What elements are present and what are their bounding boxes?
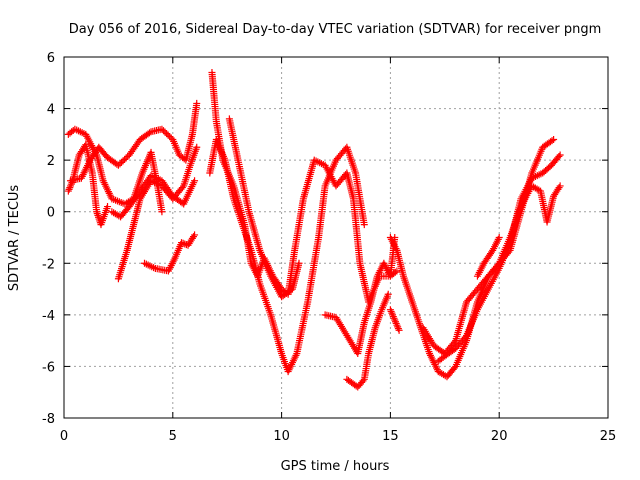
x-tick-label: 10 [273,429,290,444]
data-point [389,313,397,321]
data-point [114,161,122,169]
x-tick-label: 5 [169,429,177,444]
data-point [394,325,402,333]
data-point [193,143,201,151]
data-point [145,129,153,137]
data-point [548,137,556,145]
data-point [384,290,392,298]
y-tick-label: 2 [47,154,55,169]
data-point [119,157,127,165]
data-point [191,231,199,239]
series-arc-15 [434,151,564,365]
series-arc-8 [206,136,368,376]
data-point [158,208,166,216]
data-point [163,130,171,138]
data-point [179,239,187,247]
data-point [390,314,398,322]
data-point [116,160,124,168]
series-arc-11 [343,290,392,391]
y-tick-label: -6 [42,360,55,375]
data-point [158,125,166,133]
data-point [164,131,172,139]
y-tick-label: 4 [47,103,55,118]
series-arc-5 [108,172,199,221]
data-point [359,377,367,385]
data-point [391,318,399,326]
data-point [161,128,169,136]
data-point [387,307,395,315]
x-axis-label: GPS time / hours [281,459,390,474]
series-arc-16 [473,234,503,280]
data-point [461,333,469,341]
data-point [191,177,199,185]
data-point [121,155,129,163]
data-point [556,151,564,159]
series-arc-7 [208,68,401,306]
series-arc-3 [67,99,201,185]
data-point [64,187,72,195]
data-point [118,158,126,166]
y-tick-label: -2 [42,257,55,272]
data-point [391,316,399,324]
y-axis-label: SDTVAR / TECUs [7,185,22,292]
data-point [104,203,112,211]
data-point [388,309,396,317]
grid [64,57,608,418]
data-point [122,154,130,162]
axis-ticks: 0 5 10 15 20 25 -8 -6 -4 -2 0 2 4 6 [42,51,616,444]
plot-area [64,68,564,391]
data-point [166,133,174,141]
data-point [159,127,167,135]
data-point [295,259,303,267]
data-point [360,221,368,229]
data-point [393,267,401,275]
series-arc-6 [141,231,199,275]
data-point [393,321,401,329]
data-point [550,136,558,144]
y-tick-label: 0 [47,206,55,221]
x-tick-label: 20 [491,429,508,444]
data-point [392,319,400,327]
series-arc-4 [114,143,201,283]
plot-border [63,56,609,419]
data-point [386,306,394,314]
x-tick-label: 15 [382,429,399,444]
data-point [555,184,563,192]
y-tick-label: -4 [42,309,55,324]
data-point [395,326,403,334]
data-point [65,185,73,193]
data-point [394,323,402,331]
data-point [178,239,186,247]
series-arc-13 [386,306,403,334]
chart-title: Day 056 of 2016, Sidereal Day-to-day VTE… [69,22,602,37]
series-arc-12 [386,136,558,381]
data-point [66,184,74,192]
data-point [495,234,503,241]
data-point [178,184,186,192]
data-point [555,152,563,160]
data-point [556,182,564,190]
data-point [189,233,197,241]
series-arc-9 [225,115,303,301]
y-tick-label: -8 [42,412,55,427]
x-tick-label: 0 [60,429,68,444]
series-arc-14 [419,182,564,358]
data-point [450,338,458,346]
x-tick-label: 25 [600,429,617,444]
data-point [67,180,75,188]
y-tick-label: 6 [47,51,55,66]
data-point [389,311,397,319]
series-arc-1 [64,125,166,216]
data-point [193,99,201,107]
